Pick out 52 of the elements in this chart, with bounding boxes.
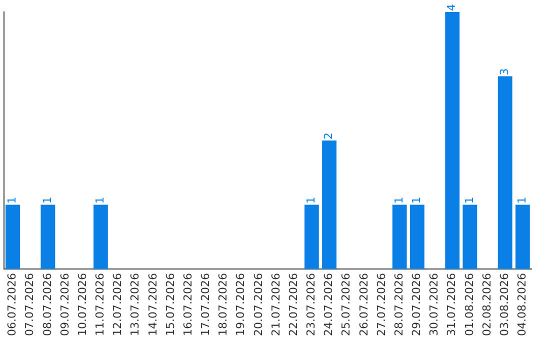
x-tick-label: 08.07.2026	[40, 273, 54, 336]
bar	[515, 204, 530, 270]
x-tick-label: 31.07.2026	[445, 273, 458, 336]
bar	[6, 204, 20, 270]
x-tick-label: 06.07.2026	[6, 273, 19, 336]
x-tick-label: 13.07.2026	[128, 273, 142, 336]
x-tick-label: 23.07.2026	[304, 273, 318, 336]
x-tick-label: 18.07.2026	[216, 273, 230, 336]
x-tick-label: 12.07.2026	[111, 273, 124, 336]
x-tick-label: 28.07.2026	[392, 273, 406, 336]
data-label: 1	[6, 196, 19, 204]
data-label: 1	[94, 196, 107, 204]
x-tick-label: 09.07.2026	[58, 273, 72, 336]
data-label: 4	[445, 4, 458, 11]
x-tick-label: 27.07.2026	[374, 273, 388, 336]
x-tick-label: 10.07.2026	[76, 273, 89, 336]
bar	[445, 12, 460, 270]
x-tick-label: 22.07.2026	[286, 273, 300, 336]
x-tick-label: 14.07.2026	[146, 273, 160, 336]
data-label: 2	[322, 132, 336, 140]
x-tick-label: 15.07.2026	[164, 273, 177, 336]
bar	[93, 204, 108, 270]
bar	[40, 204, 56, 270]
x-tick-label: 26.07.2026	[357, 273, 370, 336]
x-tick-label: 25.07.2026	[340, 273, 353, 336]
data-label: 1	[304, 196, 318, 204]
data-label: 1	[40, 196, 54, 204]
bar	[304, 204, 319, 270]
bar	[462, 204, 478, 270]
x-tick-label: 24.07.2026	[322, 273, 336, 336]
x-tick-label: 16.07.2026	[181, 273, 194, 336]
bar	[392, 204, 407, 270]
x-tick-label: 07.07.2026	[23, 273, 36, 336]
x-tick-label: 03.08.2026	[498, 273, 511, 336]
bar	[410, 204, 424, 270]
x-tick-label: 02.08.2026	[480, 273, 494, 336]
x-tick-label: 11.07.2026	[94, 273, 107, 336]
data-label: 1	[392, 196, 406, 204]
data-label: 3	[498, 68, 511, 76]
data-label: 1	[410, 196, 424, 204]
bar	[498, 76, 512, 270]
x-tick-label: 19.07.2026	[234, 273, 248, 336]
x-tick-label: 30.07.2026	[428, 273, 441, 336]
data-label: 1	[462, 196, 476, 204]
data-label: 1	[516, 196, 529, 204]
x-tick-label: 17.07.2026	[199, 273, 212, 336]
bar	[322, 140, 336, 270]
x-tick-label: 20.07.2026	[252, 273, 265, 336]
x-tick-label: 01.08.2026	[462, 273, 476, 336]
x-tick-label: 29.07.2026	[410, 273, 424, 336]
x-tick-label: 21.07.2026	[269, 273, 282, 336]
x-tick-label: 04.08.2026	[516, 273, 529, 336]
